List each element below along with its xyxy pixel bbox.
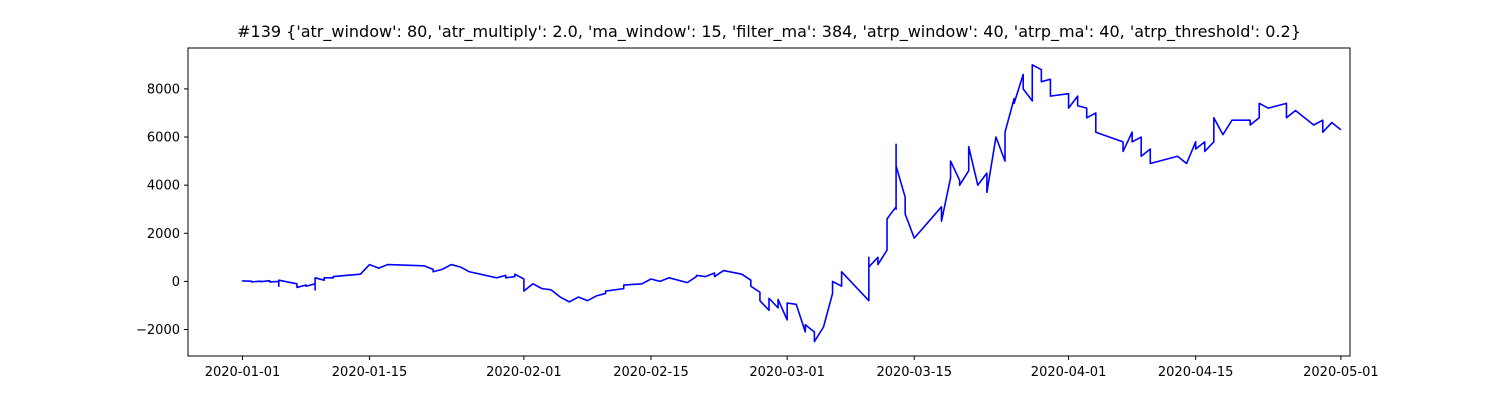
x-tick-label-2020-05-01: 2020-05-01 bbox=[1303, 365, 1379, 380]
y-tick-label-2000: 2000 bbox=[147, 227, 180, 242]
series-line-1 bbox=[241, 64, 1342, 343]
y-tick-label-6000: 6000 bbox=[147, 131, 180, 146]
chart-title: #139 {'atr_window': 80, 'atr_multiply': … bbox=[237, 22, 1301, 41]
x-tick-label-2020-03-15: 2020-03-15 bbox=[876, 365, 952, 380]
x-tick-label-2020-02-15: 2020-02-15 bbox=[613, 365, 689, 380]
y-tick-label-4000: 4000 bbox=[147, 179, 180, 194]
y-tick-label--2000: −2000 bbox=[136, 323, 180, 338]
plot-frame bbox=[187, 47, 1351, 357]
x-tick-label-2020-03-01: 2020-03-01 bbox=[749, 365, 825, 380]
x-tick-label-2020-01-01: 2020-01-01 bbox=[205, 365, 281, 380]
y-tick-label-8000: 8000 bbox=[147, 82, 180, 97]
x-tick-label-2020-01-15: 2020-01-15 bbox=[332, 365, 408, 380]
x-tick-label-2020-02-01: 2020-02-01 bbox=[486, 365, 562, 380]
x-tick-label-2020-04-15: 2020-04-15 bbox=[1158, 365, 1234, 380]
y-tick-label-0: 0 bbox=[172, 275, 180, 290]
x-tick-label-2020-04-01: 2020-04-01 bbox=[1031, 365, 1107, 380]
